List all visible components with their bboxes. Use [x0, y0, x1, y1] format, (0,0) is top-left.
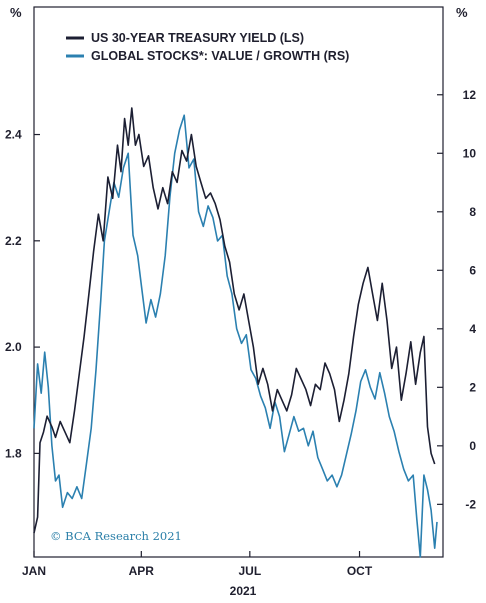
left-axis-unit: % [10, 5, 22, 20]
x-tick-label: OCT [347, 564, 373, 578]
legend-label-value-growth: GLOBAL STOCKS*: VALUE / GROWTH (RS) [91, 49, 349, 63]
right-axis-ticks: -2 0 2 4 6 8 10 12 [437, 88, 477, 511]
right-tick-label: 12 [463, 88, 477, 102]
right-tick-label: 10 [463, 146, 477, 160]
left-tick-label: 2.4 [5, 128, 22, 142]
x-tick-label: JUL [238, 564, 261, 578]
series-line-treasury-yield [33, 107, 436, 534]
x-axis-ticks: JAN APR JUL OCT [22, 551, 373, 578]
right-tick-label: 0 [469, 439, 476, 453]
legend: US 30-YEAR TREASURY YIELD (LS) GLOBAL ST… [66, 31, 349, 63]
right-tick-label: 2 [469, 380, 476, 394]
right-tick-label: 6 [469, 263, 476, 277]
right-tick-label: 4 [469, 322, 476, 336]
right-tick-label: -2 [465, 497, 476, 511]
right-axis-unit: % [456, 5, 468, 20]
legend-label-treasury-yield: US 30-YEAR TREASURY YIELD (LS) [91, 31, 304, 45]
left-tick-label: 2.2 [5, 234, 22, 248]
plot-frame [33, 6, 444, 558]
x-tick-label: APR [129, 564, 155, 578]
left-tick-label: 1.8 [5, 446, 22, 460]
plot-border [33, 6, 444, 558]
left-axis-ticks: 1.8 2.0 2.2 2.4 [5, 128, 40, 460]
series-lines [33, 107, 438, 558]
right-tick-label: 8 [469, 205, 476, 219]
x-tick-label: JAN [22, 564, 46, 578]
x-axis-year-label: 2021 [230, 584, 257, 598]
source-credit: © BCA Research 2021 [50, 529, 182, 543]
left-tick-label: 2.0 [5, 340, 22, 354]
series-line-value-growth [33, 114, 438, 558]
